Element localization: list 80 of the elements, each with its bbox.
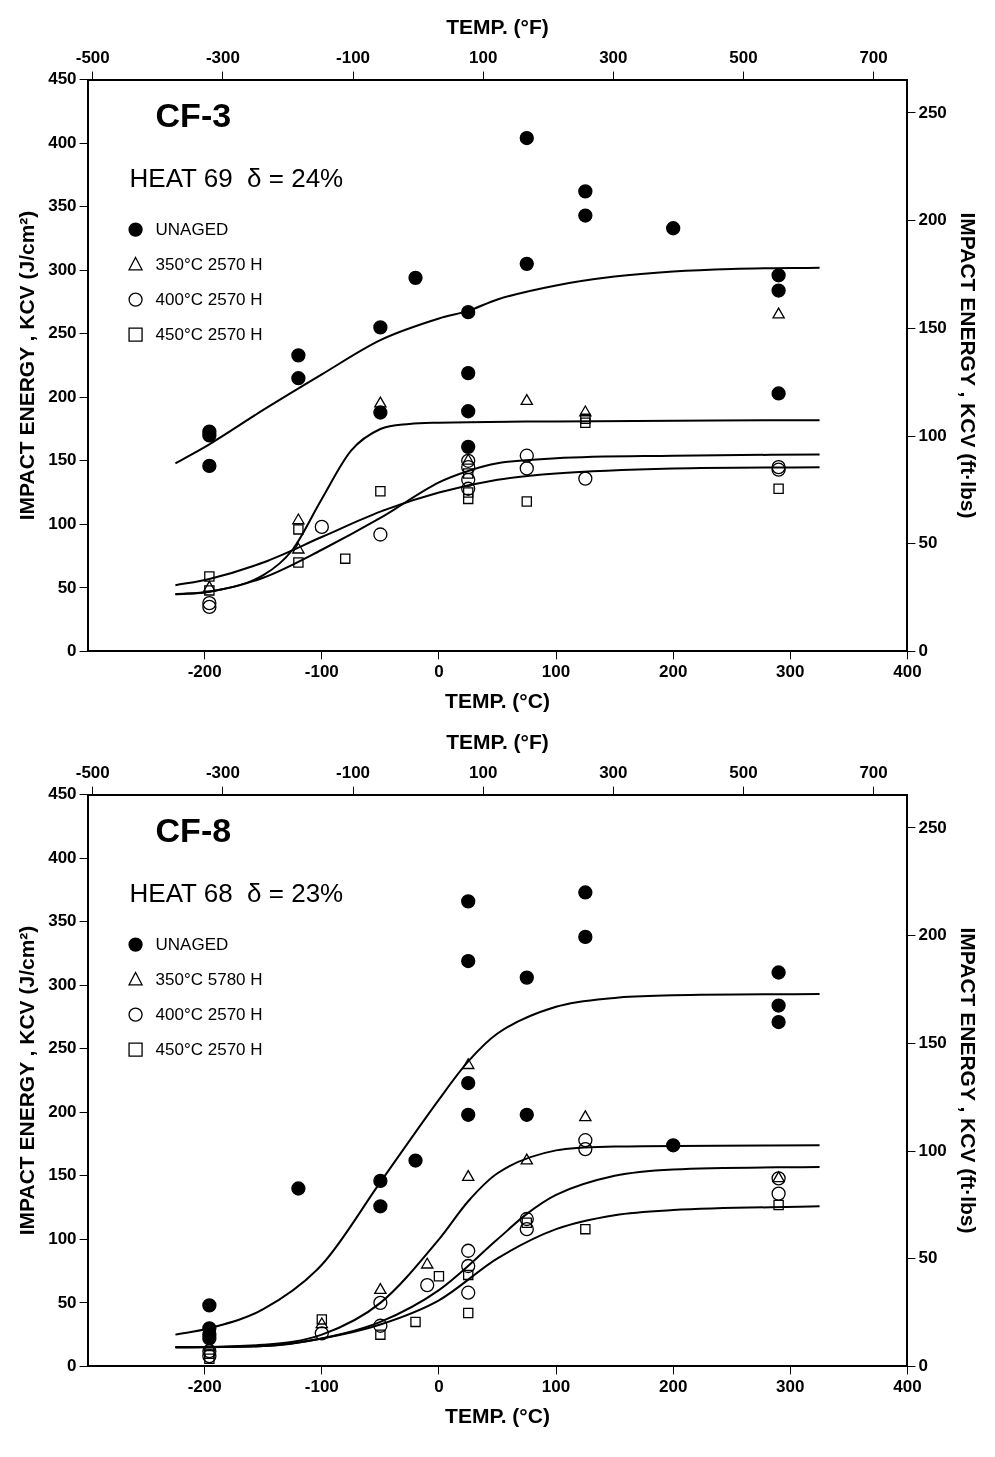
x2-tick-label: 500 [729, 48, 758, 68]
text: HEAT 68 δ = 23% [129, 877, 344, 908]
x2-tick-label: 700 [859, 763, 888, 783]
x2-tick-label: -300 [205, 763, 240, 783]
x-tick-label: 0 [434, 662, 444, 682]
y2-axis-title: IMPACT ENERGY , KCV (ft·lbs) [956, 212, 980, 519]
y2-tick-label: 50 [918, 533, 938, 553]
x-tick-label: -100 [304, 662, 339, 682]
x-tick-label: 100 [541, 662, 571, 682]
legend-label: 450°C 2570 H [155, 325, 263, 345]
legend-label: UNAGED [155, 935, 229, 955]
x-tick-label: 100 [541, 1377, 571, 1397]
y2-tick-label: 200 [918, 925, 947, 945]
y-tick-label: 350 [48, 196, 77, 216]
x-tick-label: 400 [893, 1377, 922, 1397]
y-axis-title: IMPACT ENERGY , KCV (J/cm²) [15, 210, 39, 521]
y2-axis-title: IMPACT ENERGY , KCV (ft·lbs) [956, 927, 980, 1234]
y2-tick-label: 250 [918, 817, 947, 837]
y2-tick-label: 0 [918, 1356, 928, 1376]
y-tick-label: 100 [48, 514, 77, 534]
text: CF-8 [155, 810, 232, 849]
y-tick-label: 0 [67, 641, 77, 661]
x-tick-label: -100 [304, 1377, 339, 1397]
x-tick-label: 200 [659, 1377, 688, 1397]
y-axis-title: IMPACT ENERGY , KCV (J/cm²) [15, 925, 39, 1236]
y-tick-label: 0 [67, 1356, 77, 1376]
y2-tick-label: 100 [918, 1140, 947, 1160]
x2-tick-label: -500 [75, 763, 110, 783]
y-tick-label: 150 [48, 450, 77, 470]
legend-label: 400°C 2570 H [155, 1005, 263, 1025]
x-tick-label: 300 [776, 662, 805, 682]
x2-tick-label: 300 [599, 763, 628, 783]
y-tick-label: 400 [48, 132, 77, 152]
legend-label: UNAGED [155, 220, 229, 240]
y-tick-label: 50 [57, 1292, 77, 1312]
y-tick-label: 250 [48, 1038, 77, 1058]
x2-tick-label: 100 [469, 48, 498, 68]
x2-tick-label: -100 [336, 763, 371, 783]
y-tick-label: 300 [48, 974, 77, 994]
x2-tick-label: 100 [469, 763, 498, 783]
y2-tick-label: 200 [918, 210, 947, 230]
y-tick-label: 250 [48, 323, 77, 343]
x-tick-label: -200 [187, 1377, 222, 1397]
legend-label: 350°C 2570 H [155, 255, 263, 275]
y-tick-label: 50 [57, 577, 77, 597]
text: HEAT 69 δ = 24% [129, 162, 344, 193]
y2-tick-label: 100 [918, 425, 947, 445]
x-tick-label: 400 [893, 662, 922, 682]
y2-tick-label: 150 [918, 318, 947, 338]
y-tick-label: 200 [48, 1101, 77, 1121]
y-tick-label: 200 [48, 386, 77, 406]
y-tick-label: 350 [48, 911, 77, 931]
x-tick-label: 300 [776, 1377, 805, 1397]
y-tick-label: 300 [48, 259, 77, 279]
x2-tick-label: -100 [336, 48, 371, 68]
x-tick-label: 200 [659, 662, 688, 682]
x2-tick-label: 500 [729, 763, 758, 783]
x-axis-title: TEMP. (°C) [445, 689, 550, 713]
legend-label: 350°C 5780 H [155, 970, 263, 990]
y-tick-label: 150 [48, 1165, 77, 1185]
y2-tick-label: 50 [918, 1248, 938, 1268]
y2-tick-label: 0 [918, 641, 928, 661]
y-tick-label: 100 [48, 1229, 77, 1249]
y-tick-label: 400 [48, 847, 77, 867]
x2-tick-label: -500 [75, 48, 110, 68]
legend-label: 400°C 2570 H [155, 290, 263, 310]
legend-label: 450°C 2570 H [155, 1040, 263, 1060]
x-axis-title: TEMP. (°C) [445, 1404, 550, 1428]
y2-tick-label: 150 [918, 1033, 947, 1053]
x-tick-label: 0 [434, 1377, 444, 1397]
x2-axis-title: TEMP. (°F) [446, 15, 549, 39]
x2-tick-label: 300 [599, 48, 628, 68]
text: CF-3 [155, 95, 232, 134]
x2-axis-title: TEMP. (°F) [446, 730, 549, 754]
x2-tick-label: -300 [205, 48, 240, 68]
y2-tick-label: 250 [918, 102, 947, 122]
y-tick-label: 450 [48, 69, 77, 89]
x-tick-label: -200 [187, 662, 222, 682]
y-tick-label: 450 [48, 784, 77, 804]
x2-tick-label: 700 [859, 48, 888, 68]
